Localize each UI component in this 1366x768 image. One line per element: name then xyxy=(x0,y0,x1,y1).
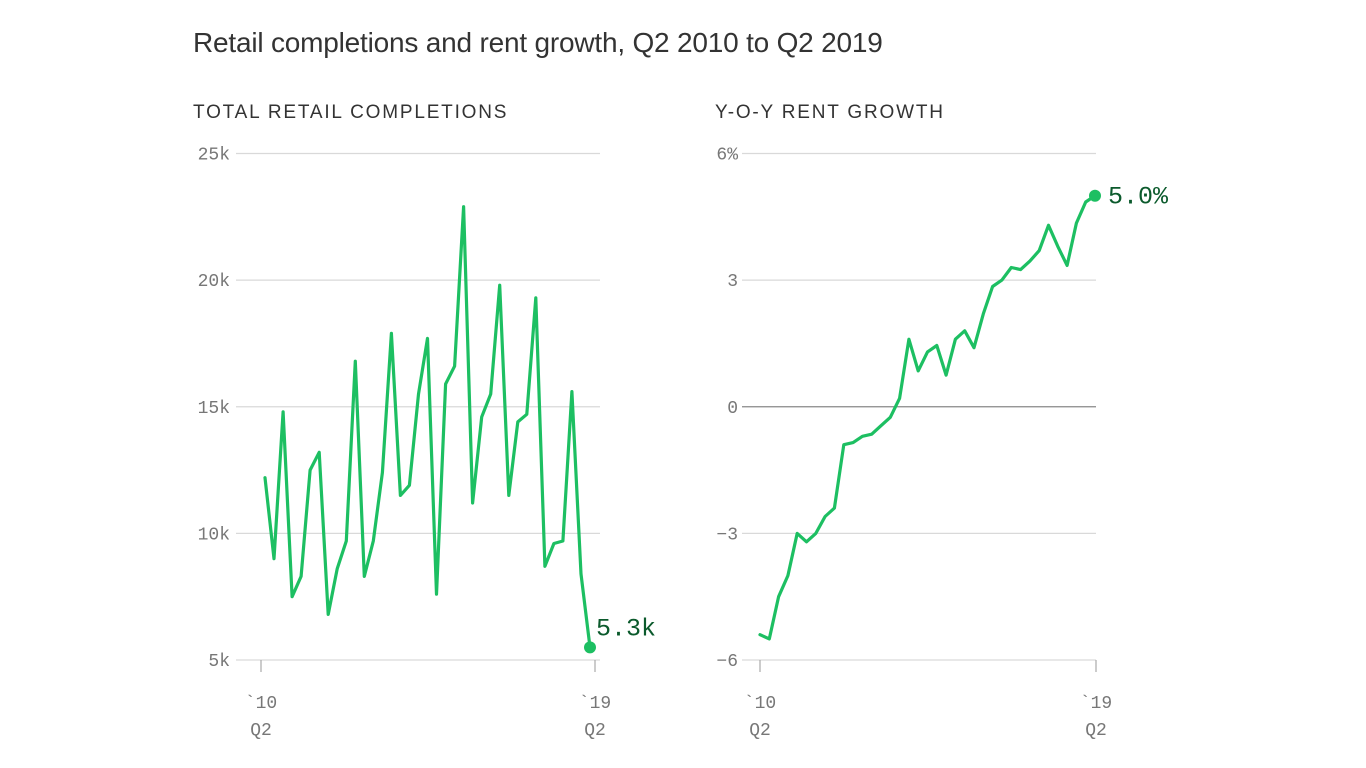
panel-title-rent-growth: Y-O-Y RENT GROWTH xyxy=(715,102,945,123)
x-tick-label-quarter: Q2 xyxy=(1085,721,1107,741)
x-tick-label-quarter: Q2 xyxy=(584,721,606,741)
endpoint-marker xyxy=(584,641,596,654)
rent-growth-series-line xyxy=(758,194,1097,641)
y-tick-label: −3 xyxy=(716,525,738,545)
y-tick-label: 0 xyxy=(727,399,738,419)
panel-title-completions: TOTAL RETAIL COMPLETIONS xyxy=(193,102,508,123)
y-tick-label: 3 xyxy=(727,272,738,292)
chart-title: Retail completions and rent growth, Q2 2… xyxy=(193,27,883,58)
x-tick-label-year: `10 xyxy=(744,694,776,714)
endpoint-value-label: 5.3k xyxy=(596,614,656,643)
x-tick-label-year: `19 xyxy=(579,694,611,714)
endpoint-value-label: 5.0% xyxy=(1108,183,1169,212)
y-tick-label: 5k xyxy=(208,652,230,672)
y-tick-label: 25k xyxy=(198,146,230,166)
rent-growth-panel: −6 −3 0 3 6% `10 Q2 `19 Q2 5.0% xyxy=(716,146,1169,742)
y-tick-label: −6 xyxy=(716,652,738,672)
y-tick-label: 20k xyxy=(198,272,230,292)
y-tick-label: 15k xyxy=(198,399,230,419)
x-tick-label-year: `10 xyxy=(245,694,277,714)
x-tick-label-year: `19 xyxy=(1080,694,1112,714)
y-tick-label: 6% xyxy=(716,146,738,166)
completions-series-line xyxy=(263,205,592,649)
endpoint-marker xyxy=(1089,189,1101,202)
x-tick-label-quarter: Q2 xyxy=(749,721,771,741)
y-tick-label: 10k xyxy=(198,525,230,545)
completions-panel: 5k 10k 15k 20k 25k `10 Q2 `19 Q2 5.3k xyxy=(198,146,656,742)
x-tick-label-quarter: Q2 xyxy=(250,721,272,741)
